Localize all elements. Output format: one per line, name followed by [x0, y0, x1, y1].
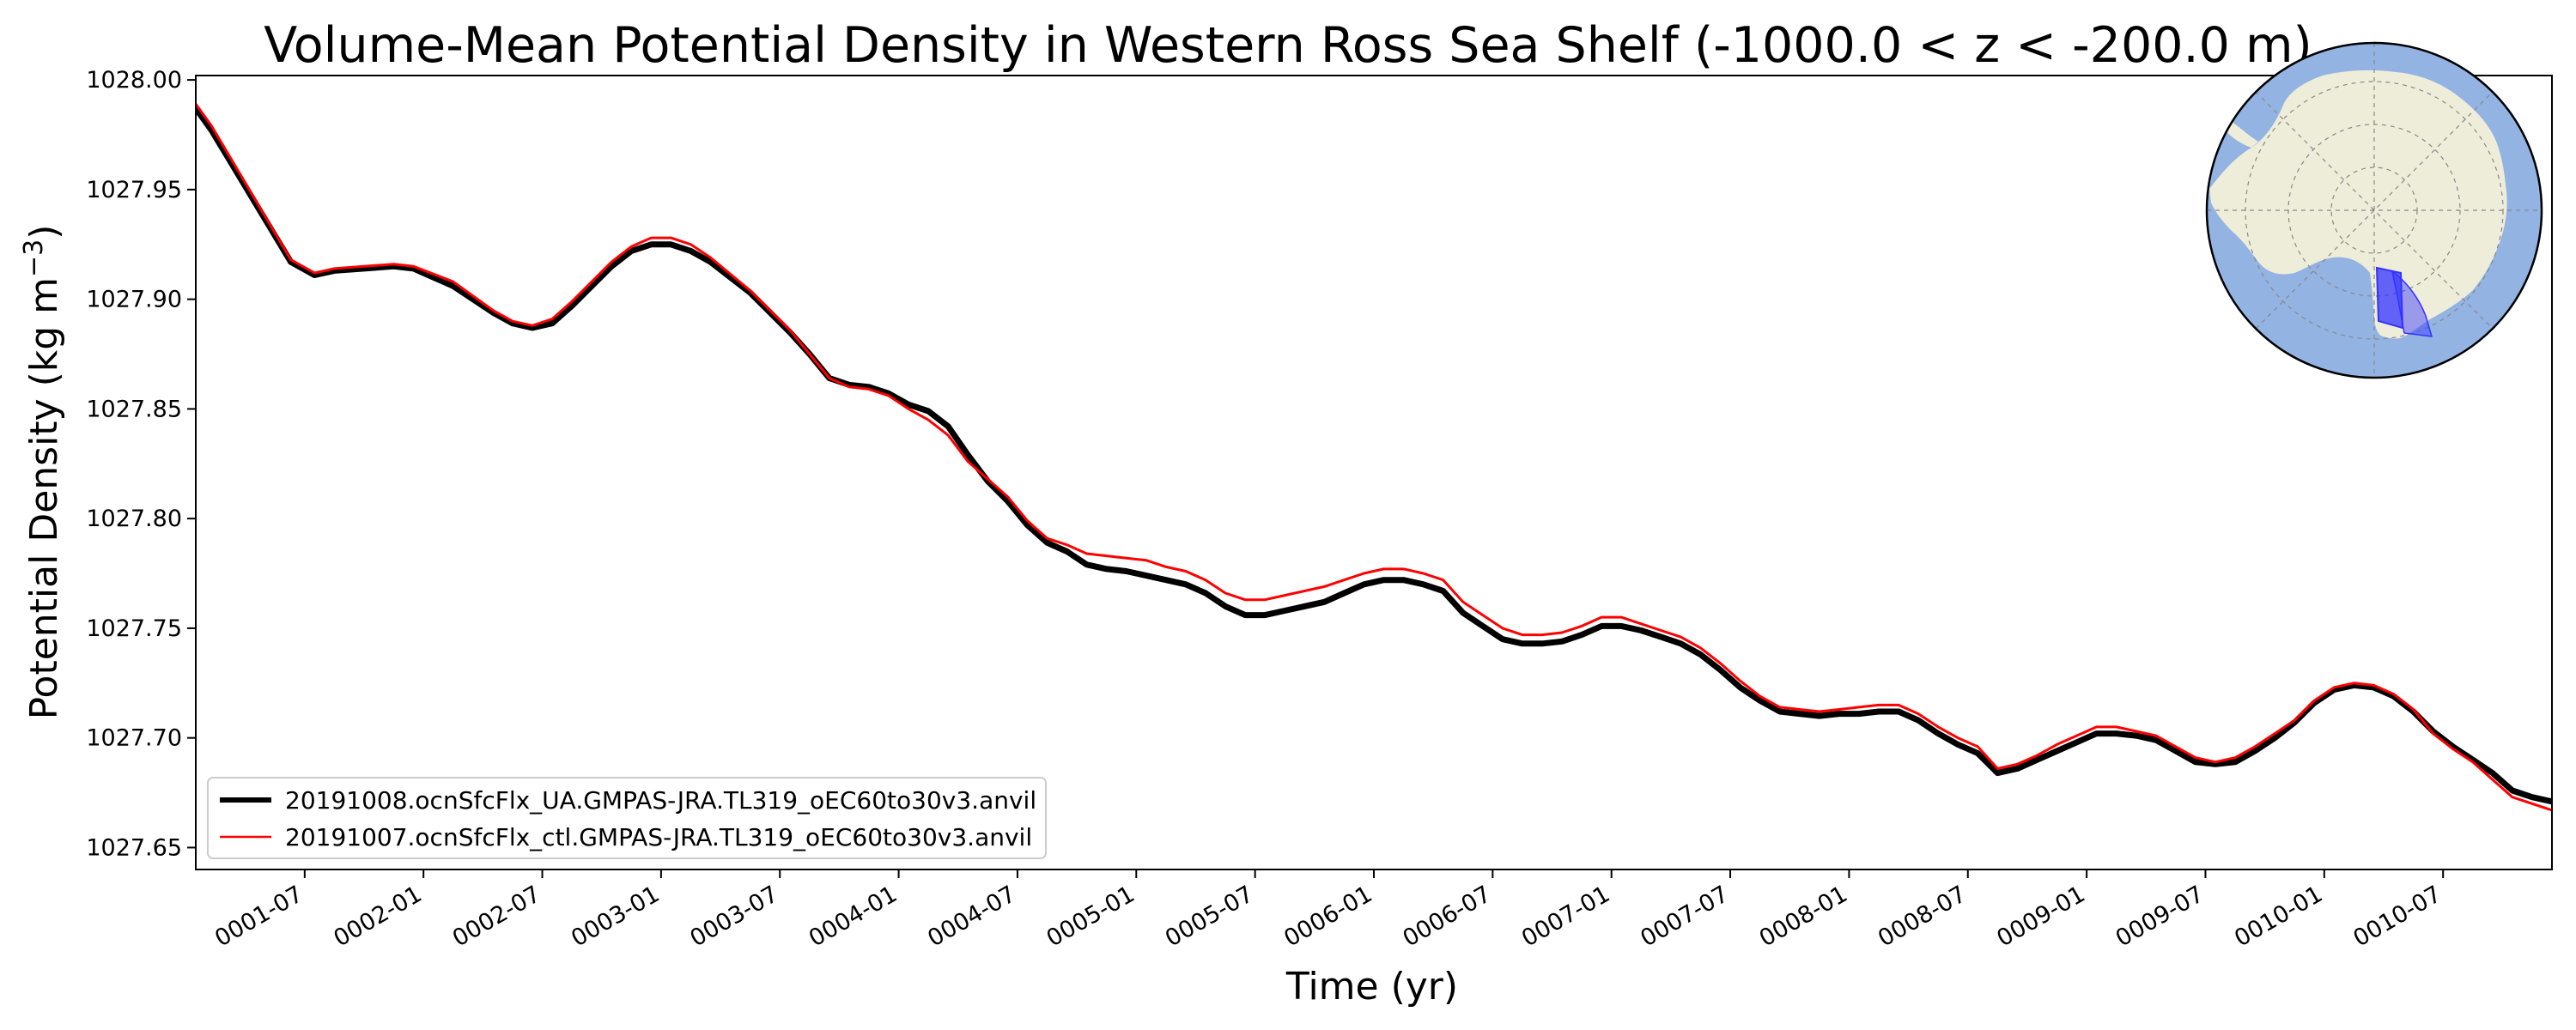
plot-area [196, 102, 2552, 812]
map-peninsula [2221, 118, 2258, 148]
map-region-wedge [2391, 270, 2433, 337]
legend-label-ua: 20191008.ocnSfcFlx_UA.GMPAS-JRA.TL319_oE… [285, 786, 1036, 815]
y-axis-label-close: ) [22, 225, 66, 239]
y-tick-label: 1028.00 [86, 67, 182, 94]
y-tick-label: 1027.85 [86, 396, 182, 422]
y-axis-label-sup: −3 [19, 239, 49, 277]
series-line-1 [196, 102, 2552, 812]
y-tick-label: 1027.95 [86, 177, 182, 203]
legend: 20191008.ocnSfcFlx_UA.GMPAS-JRA.TL319_oE… [207, 777, 1047, 859]
x-axis-label: Time (yr) [1285, 965, 1458, 1009]
y-axis-label-main: Potential Density (kg m [22, 277, 66, 719]
map-antarctica [2209, 70, 2507, 339]
y-tick-label: 1027.90 [86, 287, 182, 313]
y-tick-label: 1027.65 [86, 834, 182, 861]
legend-box [207, 777, 1047, 859]
inset-map [2205, 41, 2543, 379]
y-axis-label: Potential Density (kg m−3) [19, 225, 66, 720]
y-tick-label: 1027.75 [86, 615, 182, 642]
map-border [2205, 41, 2543, 379]
y-tick-label: 1027.70 [86, 725, 182, 752]
map-graticule [2207, 43, 2542, 378]
chart-title: Volume-Mean Potential Density in Western… [264, 17, 2312, 74]
y-axis: 1027.65 1027.70 1027.75 1027.80 1027.85 1027.… [86, 67, 196, 861]
series-line-0 [196, 105, 2552, 805]
legend-label-ctl: 20191007.ocnSfcFlx_ctl.GMPAS-JRA.TL319_o… [285, 823, 1032, 851]
y-tick-label: 1027.80 [86, 506, 182, 532]
